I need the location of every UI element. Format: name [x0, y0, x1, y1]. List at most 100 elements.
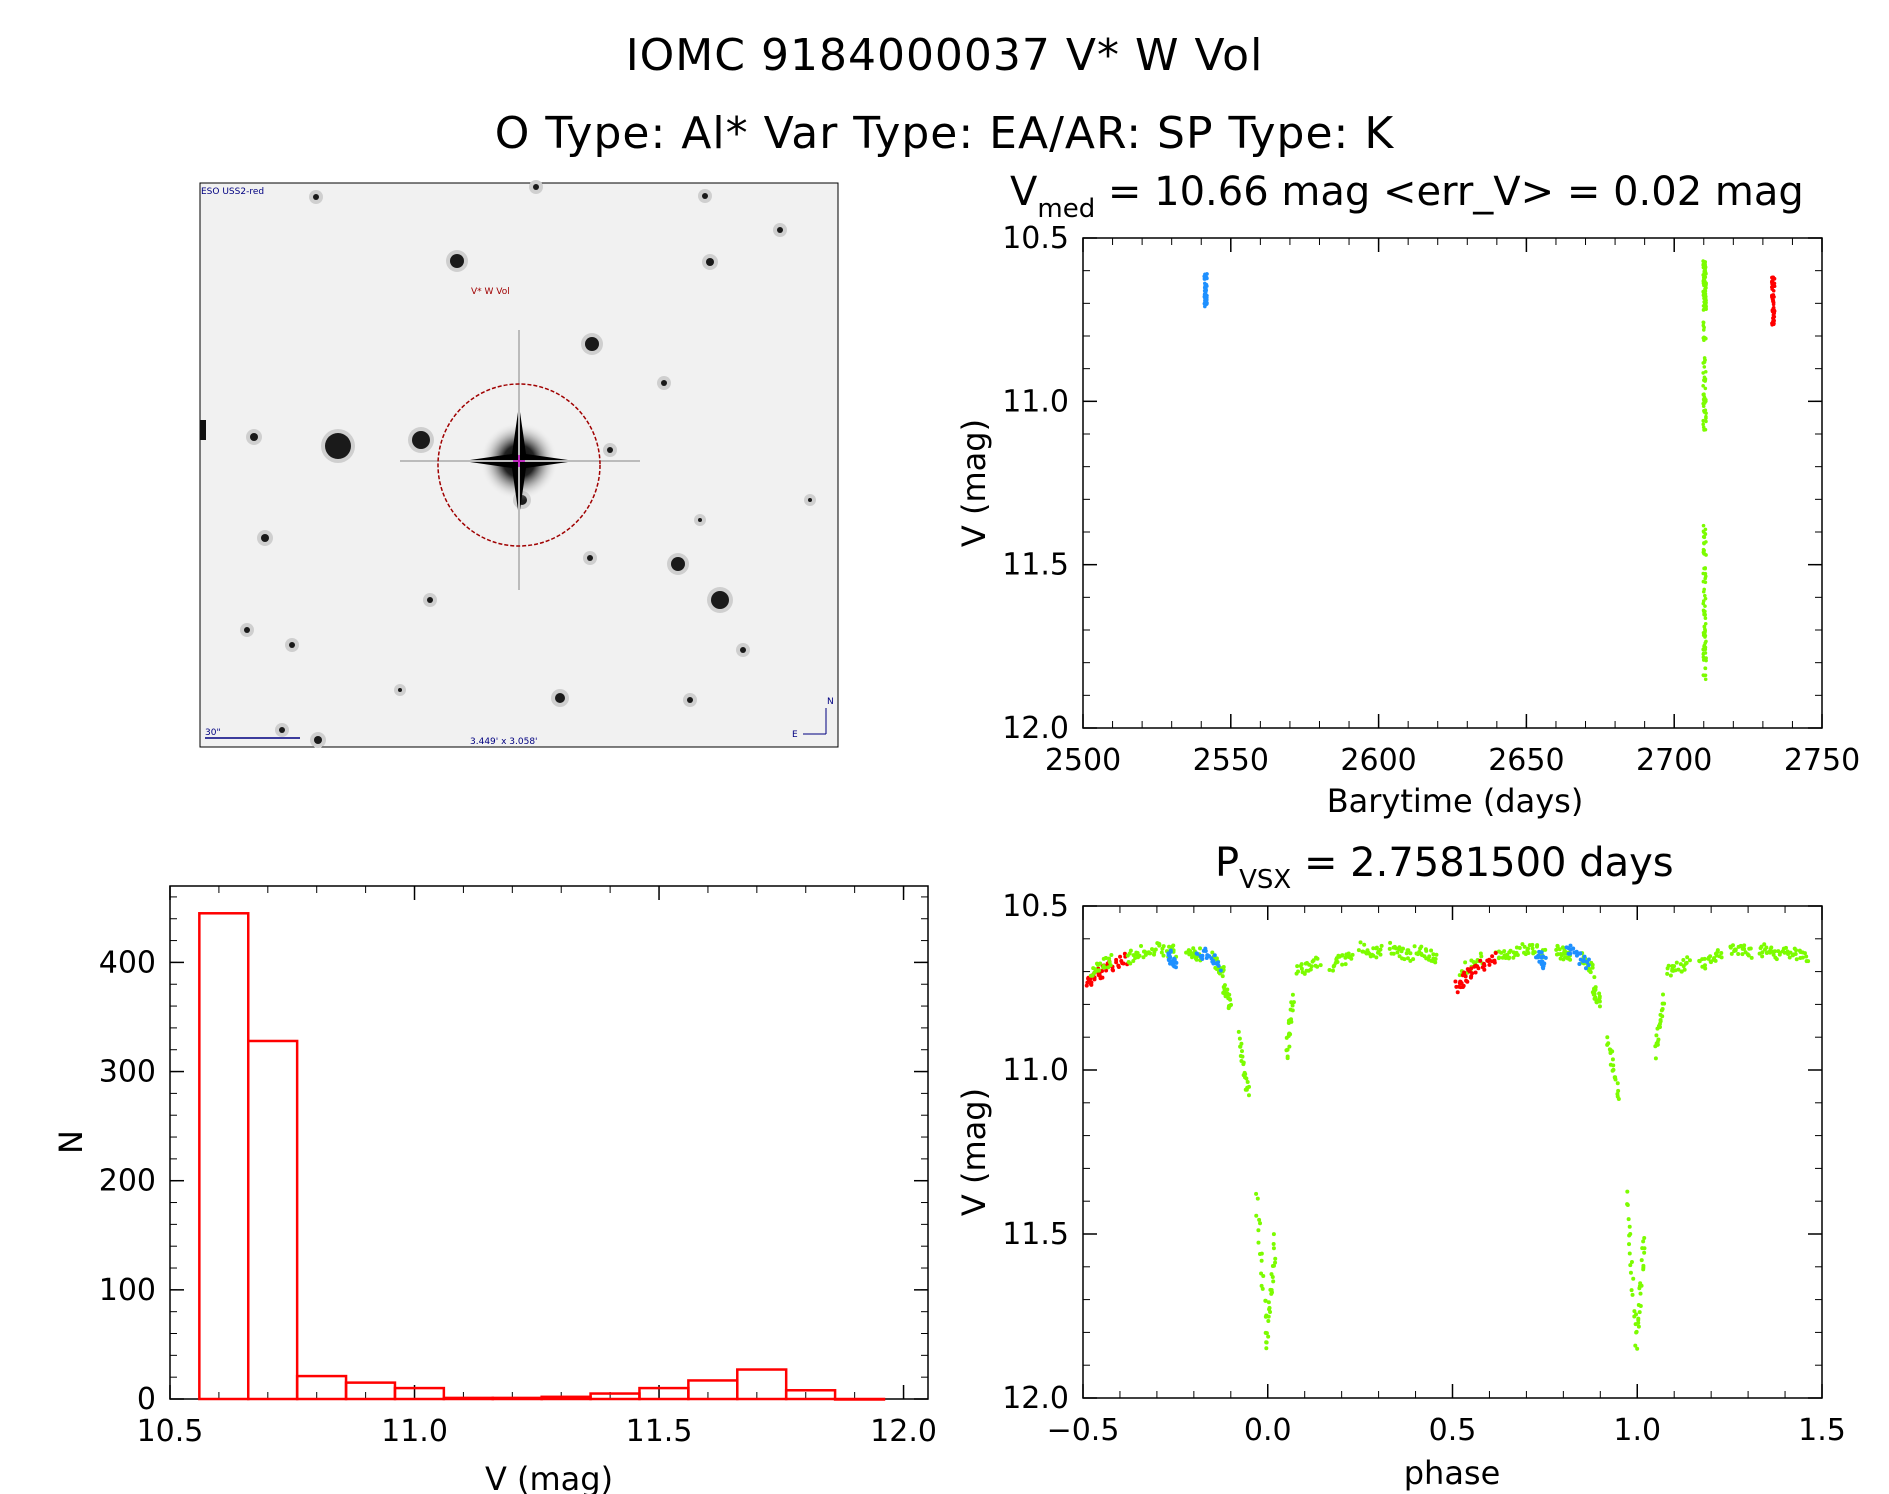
title-line-1: IOMC 9184000037 V* W Vol [625, 30, 1264, 81]
field-star [261, 534, 269, 542]
phased-point [1254, 1213, 1259, 1218]
phased-point [1593, 987, 1598, 992]
phased-point [1200, 956, 1205, 961]
field-star [585, 337, 599, 351]
phased-point [1395, 950, 1400, 955]
histogram-bar [540, 1395, 592, 1401]
lightcurve-point [1703, 532, 1708, 536]
phased-point [1100, 969, 1105, 974]
phased-point [1160, 946, 1165, 951]
phased-point [1713, 958, 1718, 963]
phased-point [1153, 947, 1158, 952]
phased-point [1287, 1044, 1292, 1049]
phased-point [1269, 1291, 1274, 1296]
ytick-label: 0 [137, 1382, 156, 1417]
xtick-label: 2650 [1488, 743, 1564, 778]
phased-point [1388, 940, 1393, 945]
phased-point [1760, 950, 1765, 955]
phased-point [1343, 955, 1348, 960]
phased-point [1285, 1054, 1290, 1059]
lightcurve-point [1203, 300, 1207, 305]
phased-point [1628, 1263, 1633, 1268]
histogram-bar [638, 1386, 690, 1401]
phased-point [1350, 952, 1355, 957]
lightcurve-point [1703, 635, 1707, 639]
lightcurve-point [1205, 272, 1209, 276]
phased-point [1804, 954, 1809, 959]
phased-point [1246, 1093, 1251, 1098]
phased-point [1366, 950, 1371, 955]
phased-point [1590, 965, 1595, 970]
phased-point [1530, 946, 1535, 951]
lightcurve-point [1702, 541, 1706, 545]
phased-point [1702, 963, 1707, 968]
phased-point [1681, 958, 1686, 963]
lightcurve-title: Vmed = 10.66 mag <err_V> = 0.02 mag [1010, 169, 1804, 224]
phased-point [1109, 953, 1114, 958]
phased-point [1520, 942, 1525, 947]
phased-point [1642, 1235, 1647, 1240]
phased-point [1568, 943, 1573, 948]
lightcurve-point [1703, 622, 1708, 626]
field-star [412, 431, 430, 449]
lightcurve-point [1704, 656, 1708, 660]
phased-point [1530, 942, 1535, 947]
xtick-label: 2750 [1784, 743, 1860, 778]
phased-point [1143, 950, 1148, 955]
phased-point [1762, 942, 1767, 947]
phased-point [1660, 1007, 1665, 1012]
phased-point [1578, 951, 1583, 956]
phased-point [1611, 1067, 1616, 1072]
phased-point [1507, 955, 1512, 960]
field-star [314, 736, 322, 744]
phased-point [1236, 1029, 1241, 1034]
phased-point [1656, 1023, 1661, 1028]
phased-point [1271, 1246, 1276, 1251]
phased-point [1406, 948, 1411, 953]
phased-point [1378, 952, 1383, 957]
phased-point [1257, 1251, 1262, 1256]
lightcurve-point [1702, 552, 1707, 556]
phased-point [1271, 1232, 1276, 1237]
phased-point [1116, 964, 1121, 969]
phased-point [1315, 964, 1320, 969]
xtick-label: 10.5 [137, 1414, 204, 1449]
phased-point [1121, 961, 1126, 966]
phased-point [1658, 1019, 1663, 1024]
phased-point [1638, 1304, 1643, 1309]
field-star [671, 557, 685, 571]
phased-point [1259, 1258, 1264, 1263]
phased-point [1107, 956, 1112, 961]
phased-point [1295, 964, 1300, 969]
phased-point [1088, 982, 1093, 987]
phased-point [1243, 1075, 1248, 1080]
phased-point [1685, 955, 1690, 960]
phased-point [1638, 1291, 1643, 1296]
phased-point [1455, 990, 1460, 995]
histogram-bar [344, 1381, 397, 1401]
phased-point [1271, 1241, 1276, 1246]
lightcurve-point [1702, 274, 1707, 279]
phased-point [1198, 946, 1203, 951]
phased-point [1238, 1044, 1243, 1049]
phased-point [1299, 962, 1304, 967]
finder-stars [200, 180, 816, 748]
phased-point [1343, 962, 1348, 967]
histogram-bar [687, 1379, 739, 1401]
lightcurve-point [1704, 639, 1708, 644]
north-label: N [827, 697, 834, 707]
phased-point [1526, 946, 1531, 951]
lightcurve-point [1203, 304, 1207, 309]
phased-point [1266, 1334, 1271, 1339]
phased-point [1374, 955, 1379, 960]
lightcurve-point [1702, 335, 1706, 340]
lightcurve-point [1702, 428, 1706, 432]
phased-point [1340, 962, 1345, 967]
phased-point [1568, 957, 1573, 962]
lightcurve-point [1771, 284, 1776, 289]
histogram-bar [246, 1039, 299, 1401]
lightcurve-point [1704, 414, 1708, 419]
phased-point [1107, 960, 1112, 965]
phased-point [1271, 1279, 1276, 1284]
histogram-xlabel: V (mag) [485, 1460, 613, 1494]
